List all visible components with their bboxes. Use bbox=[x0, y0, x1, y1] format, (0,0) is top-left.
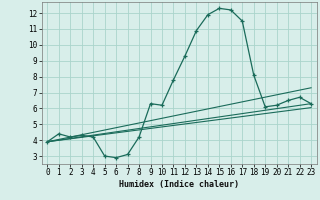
X-axis label: Humidex (Indice chaleur): Humidex (Indice chaleur) bbox=[119, 180, 239, 189]
